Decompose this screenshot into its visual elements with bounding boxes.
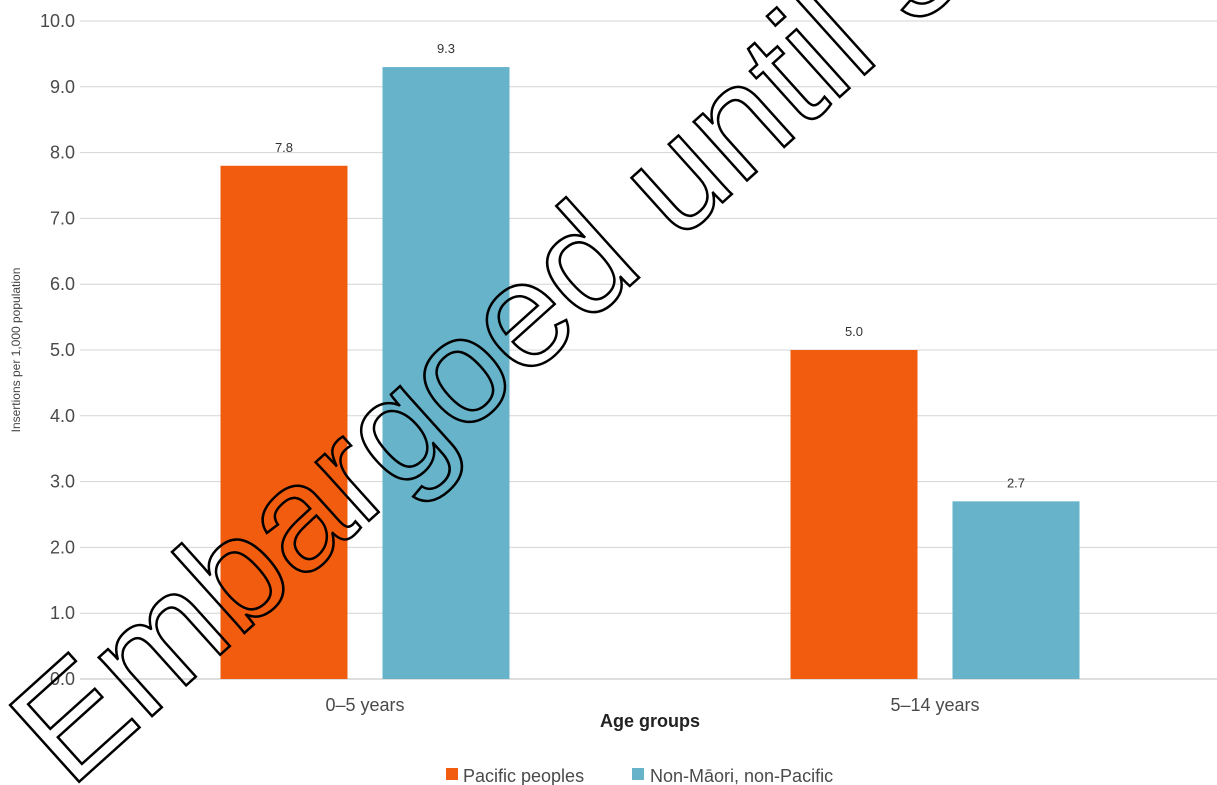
y-tick-label: 1.0 [50,603,75,623]
legend-label-pacific: Pacific peoples [463,766,584,785]
bar [220,165,348,679]
data-label: 7.8 [275,140,293,155]
legend-swatch-pacific [446,768,458,780]
y-tick-label: 2.0 [50,537,75,557]
y-tick-label: 10.0 [40,11,75,31]
y-tick-label: 0.0 [50,669,75,689]
y-tick-label: 9.0 [50,77,75,97]
bar [952,501,1080,679]
legend-label-non-maori: Non-Māori, non-Pacific [650,766,833,785]
data-label: 9.3 [437,41,455,56]
data-label: 5.0 [845,324,863,339]
y-tick-label: 3.0 [50,472,75,492]
legend: Pacific peoples Non-Māori, non-Pacific [446,766,833,785]
x-category-labels: 0–5 years 5–14 years [325,695,979,715]
y-tick-label: 8.0 [50,143,75,163]
legend-swatch-non-maori [632,768,644,780]
y-tick-label: 6.0 [50,274,75,294]
y-tick-label: 5.0 [50,340,75,360]
y-axis-title: Insertions per 1,000 population [9,268,23,433]
x-category-label: 0–5 years [325,695,404,715]
y-tick-labels: 0.0 1.0 2.0 3.0 4.0 5.0 6.0 7.0 8.0 9.0 10.0 [40,11,75,689]
value-labels: 7.8 5.0 9.3 2.7 [275,41,1025,490]
x-category-label: 5–14 years [890,695,979,715]
bars [220,67,1080,679]
x-axis-title: Age groups [600,711,700,731]
y-tick-label: 4.0 [50,406,75,426]
bar [382,67,510,679]
y-tick-label: 7.0 [50,208,75,228]
data-label: 2.7 [1007,475,1025,490]
bar [790,350,918,679]
